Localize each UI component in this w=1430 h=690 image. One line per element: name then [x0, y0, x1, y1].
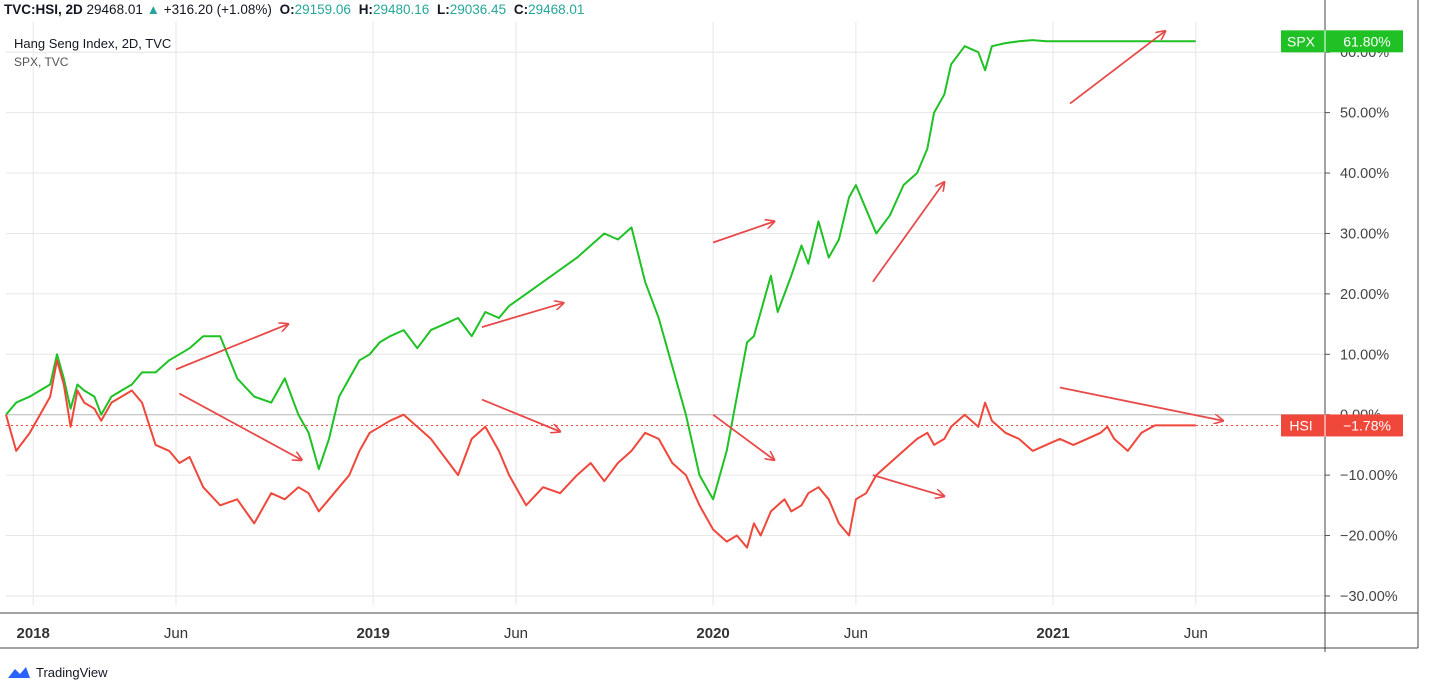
badge-name: HSI — [1289, 417, 1312, 433]
y-tick-label: 10.00% — [1340, 347, 1389, 363]
x-tick-label: Jun — [504, 625, 528, 642]
x-tick-label: 2020 — [696, 625, 729, 642]
badge-value: 61.80% — [1343, 33, 1390, 49]
close-label: C: — [513, 2, 529, 17]
series-layer — [5, 39, 1196, 549]
last-price: 29468.01 — [86, 2, 143, 17]
trend-arrow — [1069, 31, 1165, 105]
trend-arrow — [872, 474, 944, 496]
open-value: 29159.06 — [294, 2, 351, 17]
hsi-line — [5, 359, 1196, 549]
y-tick-label: 30.00% — [1340, 226, 1389, 242]
close-value: 29468.01 — [528, 2, 585, 17]
trend-arrow — [481, 398, 560, 432]
trend-arrows — [175, 31, 1223, 496]
x-tick-label: Jun — [164, 625, 188, 642]
trend-arrow — [712, 221, 774, 244]
low-value: 29036.45 — [449, 2, 507, 17]
x-tick-label: 2021 — [1036, 625, 1069, 642]
trend-arrow — [712, 413, 774, 460]
compare-series-legend[interactable]: SPX, TVC — [14, 55, 69, 69]
hsi-badge: HSI −1.78% — [1281, 414, 1403, 437]
y-tick-label: 20.00% — [1340, 287, 1389, 303]
badge-value: −1.78% — [1343, 417, 1391, 433]
high-label: H: — [358, 2, 373, 17]
badge-name: SPX — [1287, 33, 1316, 49]
trend-arrow — [481, 303, 564, 328]
badge-bg — [1281, 30, 1403, 53]
brand-label: TradingView — [36, 664, 108, 680]
y-tick-label: −30.00% — [1340, 589, 1398, 605]
tradingview-cloud-icon — [8, 667, 30, 678]
trend-arrow — [1059, 386, 1223, 421]
grid — [6, 22, 1325, 605]
trend-arrow — [175, 324, 288, 371]
high-value: 29480.16 — [372, 2, 430, 17]
axes: 60.00%50.00%40.00%30.00%20.00%10.00%0.00… — [0, 0, 1419, 652]
tradingview-brand[interactable]: TradingView — [6, 664, 108, 680]
x-tick-label: 2019 — [356, 625, 389, 642]
trend-arrow — [178, 392, 301, 460]
open-label: O: — [279, 2, 295, 17]
spx-badge: SPX 61.80% — [1281, 30, 1403, 53]
y-tick-label: −10.00% — [1340, 468, 1398, 484]
trend-arrow — [872, 182, 944, 283]
price-change: +316.20 (+1.08%) — [163, 2, 272, 17]
x-tick-label: 2018 — [17, 625, 50, 642]
symbol-header: TVC:HSI, 2D 29468.01 ▲ +316.20 (+1.08%) … — [4, 0, 584, 20]
up-arrow-icon: ▲ — [146, 2, 160, 17]
y-tick-label: −20.00% — [1340, 529, 1398, 545]
x-tick-label: Jun — [1184, 625, 1208, 642]
spx-line — [5, 39, 1196, 501]
low-label: L: — [437, 2, 450, 17]
badge-bg — [1281, 414, 1403, 437]
y-tick-label: 40.00% — [1340, 166, 1389, 182]
symbol-title[interactable]: TVC:HSI, 2D — [4, 2, 83, 17]
y-tick-label: 50.00% — [1340, 106, 1389, 122]
x-tick-label: Jun — [844, 625, 868, 642]
main-series-legend[interactable]: Hang Seng Index, 2D, TVC — [14, 36, 172, 51]
